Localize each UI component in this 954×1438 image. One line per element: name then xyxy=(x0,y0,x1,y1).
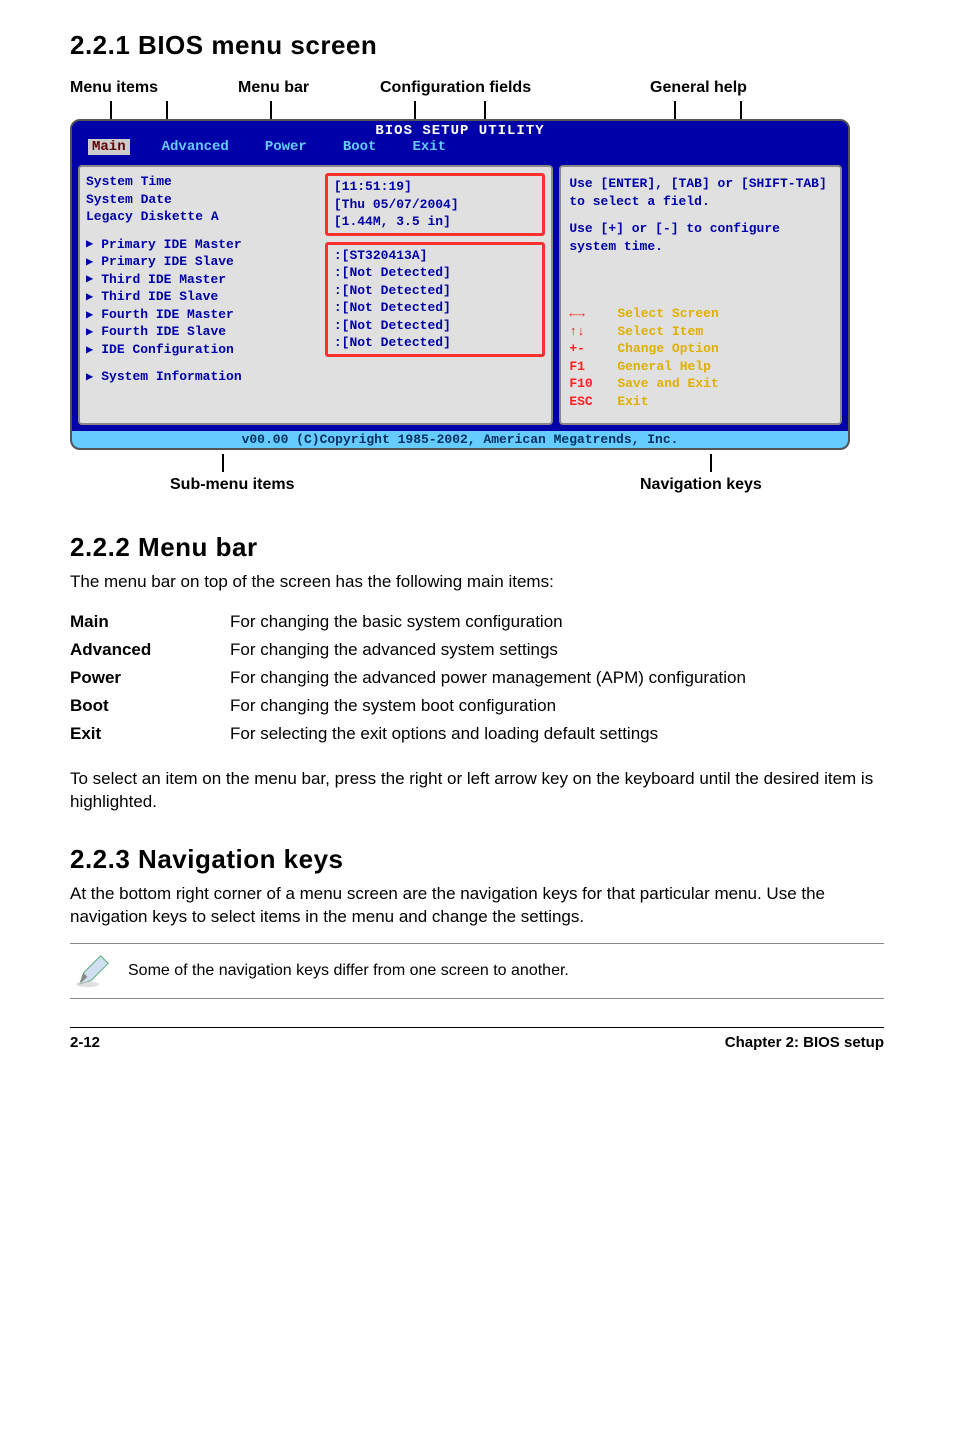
nav-action: Save and Exit xyxy=(617,375,718,393)
triangle-icon: ▶ xyxy=(86,254,93,270)
triangle-icon: ▶ xyxy=(86,271,93,287)
submenu-ide-config[interactable]: ▶ IDE Configuration xyxy=(86,341,325,359)
nav-action: Select Screen xyxy=(617,305,718,323)
submenu-label: IDE Configuration xyxy=(101,341,234,359)
label-legacy-diskette: Legacy Diskette A xyxy=(86,208,325,226)
heading-223: 2.2.3 Navigation keys xyxy=(70,844,884,875)
label-config-fields: Configuration fields xyxy=(380,79,531,97)
def-desc: For selecting the exit options and loadi… xyxy=(230,720,884,748)
def-term: Boot xyxy=(70,692,230,720)
menu-bar-definitions: MainFor changing the basic system config… xyxy=(70,608,884,748)
nav-key: F10 xyxy=(569,375,617,393)
value-time: [11:51:19] xyxy=(334,178,536,196)
help-text-2: Use [+] or [-] to configure system time. xyxy=(569,220,832,255)
value-primary-slave: :[Not Detected] xyxy=(334,264,536,282)
value-diskette: [1.44M, 3.5 in] xyxy=(334,213,536,231)
para-222-end: To select an item on the menu bar, press… xyxy=(70,768,884,814)
submenu-primary-master[interactable]: ▶ Primary IDE Master xyxy=(86,236,325,254)
bios-tab-main[interactable]: Main xyxy=(88,139,130,155)
submenu-label: Primary IDE Slave xyxy=(101,253,234,271)
def-desc: For changing the advanced power manageme… xyxy=(230,664,884,692)
config-values-frame-1: [11:51:19] [Thu 05/07/2004] [1.44M, 3.5 … xyxy=(325,173,545,236)
para-223: At the bottom right corner of a menu scr… xyxy=(70,883,884,929)
nav-action: Change Option xyxy=(617,340,718,358)
bios-header: BIOS SETUP UTILITY Main Advanced Power B… xyxy=(72,121,848,159)
label-general-help: General help xyxy=(650,79,747,97)
bios-left-panel: System Time System Date Legacy Diskette … xyxy=(78,165,553,425)
nav-action: Select Item xyxy=(617,323,703,341)
submenu-sysinfo[interactable]: ▶ System Information xyxy=(86,368,325,386)
submenu-fourth-slave[interactable]: ▶ Fourth IDE Slave xyxy=(86,323,325,341)
diagram-top-labels: Menu items Menu bar Configuration fields… xyxy=(70,79,884,119)
bios-title: BIOS SETUP UTILITY xyxy=(72,123,848,139)
bios-tab-power[interactable]: Power xyxy=(261,139,311,155)
submenu-third-slave[interactable]: ▶ Third IDE Slave xyxy=(86,288,325,306)
def-desc: For changing the system boot configurati… xyxy=(230,692,884,720)
nav-key: ESC xyxy=(569,393,617,411)
triangle-icon: ▶ xyxy=(86,369,93,385)
submenu-fourth-master[interactable]: ▶ Fourth IDE Master xyxy=(86,306,325,324)
heading-222: 2.2.2 Menu bar xyxy=(70,532,884,563)
config-values-frame-2: :[ST320413A] :[Not Detected] :[Not Detec… xyxy=(325,242,545,357)
bios-screen: BIOS SETUP UTILITY Main Advanced Power B… xyxy=(70,119,850,450)
value-primary-master: :[ST320413A] xyxy=(334,247,536,265)
value-date: [Thu 05/07/2004] xyxy=(334,196,536,214)
diagram-bottom-labels: Sub-menu items Navigation keys xyxy=(70,454,884,502)
submenu-label: Fourth IDE Slave xyxy=(101,323,226,341)
def-term: Main xyxy=(70,608,230,636)
triangle-icon: ▶ xyxy=(86,307,93,323)
footer-page-number: 2-12 xyxy=(70,1034,100,1051)
bios-help-panel: Use [ENTER], [TAB] or [SHIFT-TAB] to sel… xyxy=(559,165,842,425)
bios-tab-advanced[interactable]: Advanced xyxy=(158,139,233,155)
nav-key: F1 xyxy=(569,358,617,376)
triangle-icon: ▶ xyxy=(86,342,93,358)
triangle-icon: ▶ xyxy=(86,289,93,305)
value-fourth-slave: :[Not Detected] xyxy=(334,334,536,352)
nav-action: Exit xyxy=(617,393,648,411)
nav-action: General Help xyxy=(617,358,711,376)
label-menu-bar: Menu bar xyxy=(238,79,309,97)
submenu-label: Fourth IDE Master xyxy=(101,306,234,324)
label-system-time: System Time xyxy=(86,173,325,191)
def-desc: For changing the basic system configurat… xyxy=(230,608,884,636)
note-box: Some of the navigation keys differ from … xyxy=(70,943,884,999)
def-term: Advanced xyxy=(70,636,230,664)
def-term: Exit xyxy=(70,720,230,748)
submenu-third-master[interactable]: ▶ Third IDE Master xyxy=(86,271,325,289)
nav-keys-list: ←→Select Screen ↑↓Select Item +-Change O… xyxy=(569,305,832,410)
nav-key: +- xyxy=(569,340,617,358)
bios-tab-exit[interactable]: Exit xyxy=(408,139,450,155)
note-text: Some of the navigation keys differ from … xyxy=(128,962,569,980)
para-222-intro: The menu bar on top of the screen has th… xyxy=(70,571,884,594)
value-third-slave: :[Not Detected] xyxy=(334,299,536,317)
triangle-icon: ▶ xyxy=(86,236,93,252)
bios-menubar: Main Advanced Power Boot Exit xyxy=(72,139,848,159)
value-third-master: :[Not Detected] xyxy=(334,282,536,300)
submenu-label: System Information xyxy=(101,368,241,386)
value-fourth-master: :[Not Detected] xyxy=(334,317,536,335)
def-desc: For changing the advanced system setting… xyxy=(230,636,884,664)
submenu-label: Third IDE Master xyxy=(101,271,226,289)
label-system-date: System Date xyxy=(86,191,325,209)
label-nav-keys: Navigation keys xyxy=(640,476,762,494)
submenu-label: Primary IDE Master xyxy=(101,236,241,254)
help-text-1: Use [ENTER], [TAB] or [SHIFT-TAB] to sel… xyxy=(569,175,832,210)
bios-footer: v00.00 (C)Copyright 1985-2002, American … xyxy=(72,431,848,448)
submenu-label: Third IDE Slave xyxy=(101,288,218,306)
def-term: Power xyxy=(70,664,230,692)
page-footer: 2-12 Chapter 2: BIOS setup xyxy=(70,1027,884,1051)
pencil-icon xyxy=(74,952,112,990)
heading-221: 2.2.1 BIOS menu screen xyxy=(70,30,884,61)
bios-tab-boot[interactable]: Boot xyxy=(339,139,381,155)
nav-key: ↑↓ xyxy=(569,323,617,341)
label-menu-items: Menu items xyxy=(70,79,158,97)
label-submenu-items: Sub-menu items xyxy=(170,476,294,494)
submenu-primary-slave[interactable]: ▶ Primary IDE Slave xyxy=(86,253,325,271)
triangle-icon: ▶ xyxy=(86,324,93,340)
footer-chapter: Chapter 2: BIOS setup xyxy=(725,1034,884,1051)
nav-key: ←→ xyxy=(569,305,617,323)
